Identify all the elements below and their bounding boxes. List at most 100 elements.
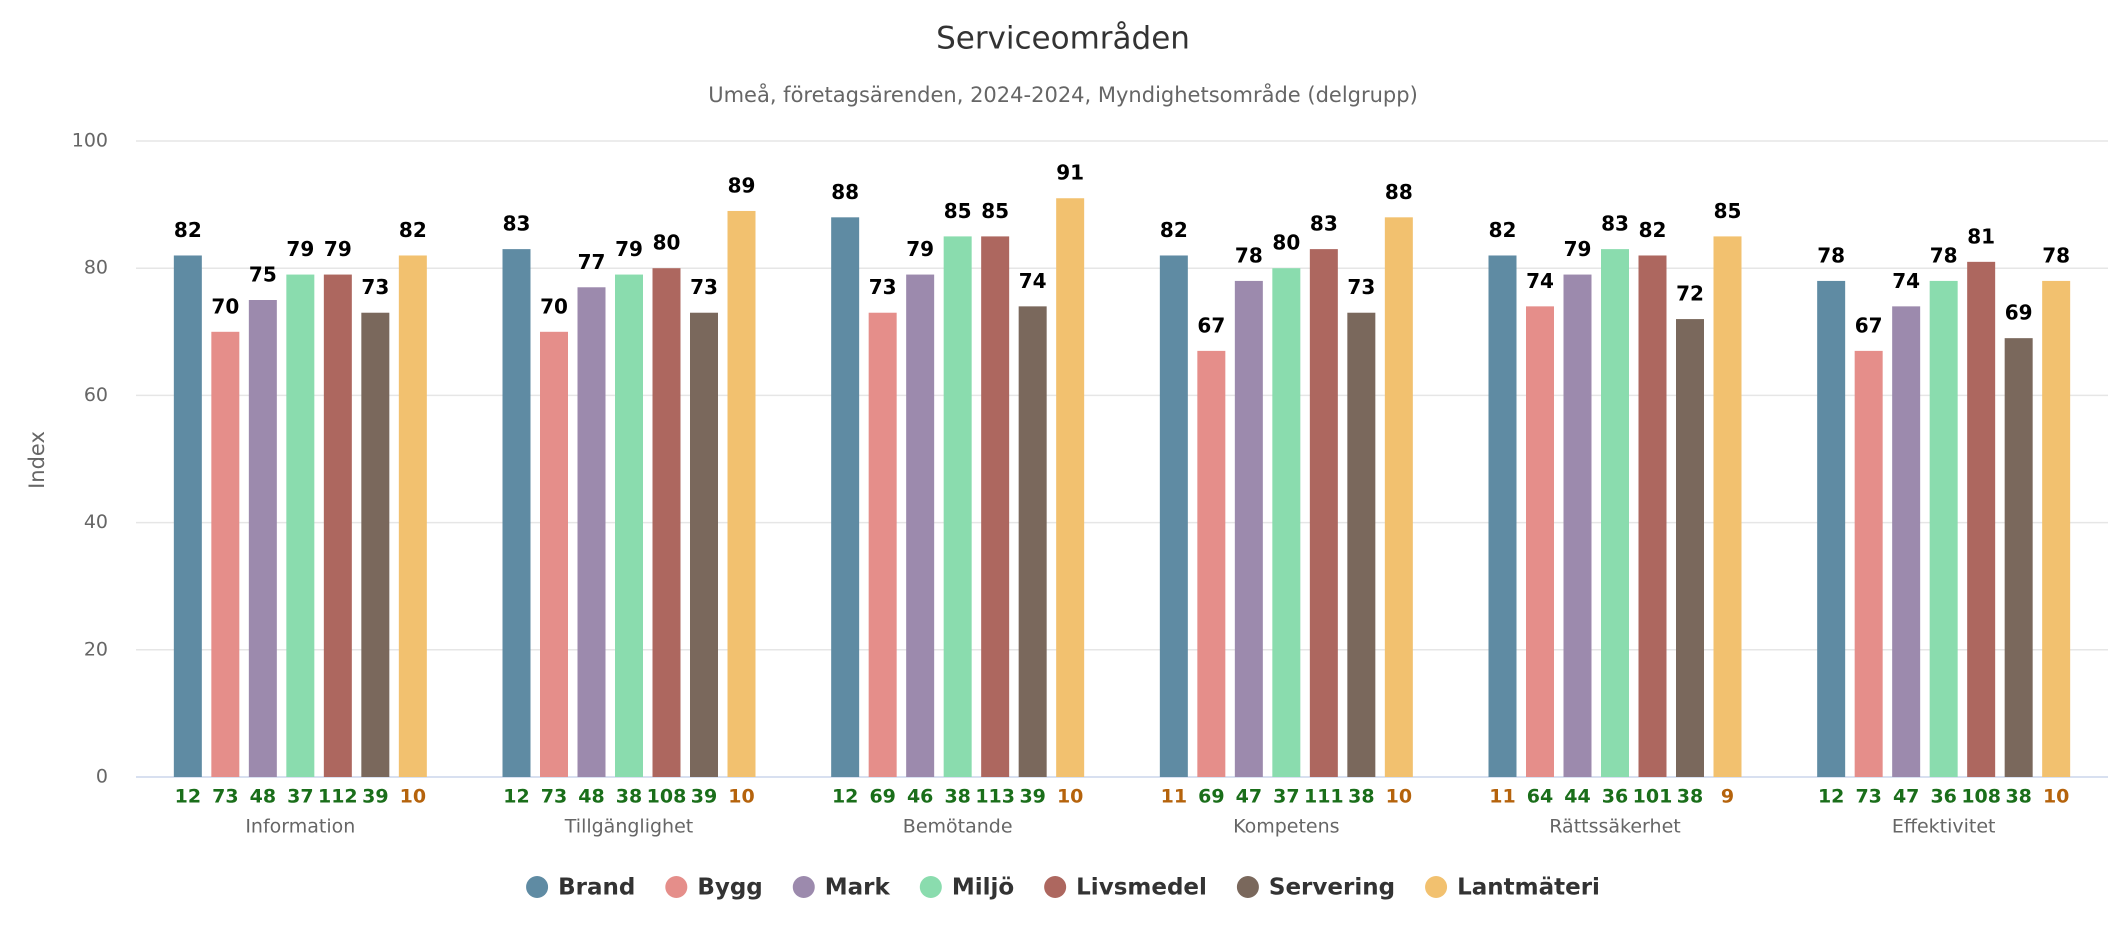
- legend-label: Brand: [558, 875, 635, 901]
- bar: [286, 274, 315, 777]
- data-label: 79: [286, 237, 314, 261]
- data-label: 73: [361, 275, 389, 299]
- count-label: 38: [616, 786, 642, 808]
- x-tick-label: Information: [245, 816, 355, 838]
- bar: [1563, 274, 1592, 777]
- y-tick-label: 100: [72, 130, 108, 152]
- data-label: 74: [1019, 269, 1047, 293]
- data-label: 70: [211, 294, 239, 318]
- bar: [1817, 280, 1846, 777]
- data-label: 73: [1347, 275, 1375, 299]
- count-label: 46: [907, 786, 933, 808]
- count-label: 108: [1961, 786, 2001, 808]
- bar: [1309, 249, 1338, 777]
- data-label: 67: [1197, 313, 1225, 337]
- count-label: 112: [318, 786, 358, 808]
- legend-label: Mark: [825, 875, 891, 901]
- data-label: 78: [2042, 243, 2070, 267]
- data-label: 74: [1526, 269, 1554, 293]
- legend-label: Servering: [1269, 875, 1395, 901]
- legend-marker: [1044, 876, 1067, 898]
- bar: [361, 312, 390, 777]
- bar: [1347, 312, 1376, 777]
- x-tick-label: Tillgänglighet: [564, 816, 693, 838]
- x-tick-label: Rättssäkerhet: [1549, 816, 1680, 838]
- bar: [690, 312, 718, 777]
- y-tick-label: 80: [84, 257, 108, 279]
- legend-label: Lantmäteri: [1457, 875, 1600, 901]
- bar: [868, 312, 897, 777]
- data-label: 82: [1639, 218, 1667, 242]
- data-label: 85: [1714, 199, 1742, 223]
- data-label: 79: [1564, 237, 1592, 261]
- bar: [1929, 280, 1958, 777]
- data-label: 78: [1817, 243, 1845, 267]
- count-label: 73: [212, 786, 238, 808]
- data-label: 83: [1601, 212, 1629, 236]
- data-label: 79: [906, 237, 934, 261]
- data-label: 82: [1489, 218, 1517, 242]
- count-label: 64: [1527, 786, 1553, 808]
- data-label: 73: [690, 275, 718, 299]
- count-label: 69: [869, 786, 895, 808]
- bar: [502, 249, 531, 777]
- count-label: 38: [1348, 786, 1374, 808]
- data-label: 81: [1967, 224, 1995, 248]
- bar: [906, 274, 935, 777]
- count-label: 9: [1721, 786, 1734, 808]
- bar: [577, 287, 606, 777]
- bar: [615, 274, 643, 777]
- bar: [173, 255, 202, 778]
- count-label: 111: [1304, 786, 1344, 808]
- chart-title: Serviceområden: [936, 21, 1190, 57]
- count-label: 10: [400, 786, 426, 808]
- bar: [1272, 268, 1301, 777]
- count-label: 36: [1930, 786, 1956, 808]
- y-tick-label: 20: [84, 638, 108, 660]
- bar: [2004, 338, 2033, 777]
- bar: [1892, 306, 1921, 777]
- data-label: 79: [324, 237, 352, 261]
- bar: [1854, 350, 1883, 777]
- x-tick-label: Kompetens: [1233, 816, 1339, 838]
- data-label: 79: [615, 237, 643, 261]
- data-label: 82: [399, 218, 427, 242]
- bar: [1197, 350, 1226, 777]
- count-label: 48: [578, 786, 604, 808]
- count-label: 12: [1818, 786, 1844, 808]
- count-label: 69: [1198, 786, 1224, 808]
- data-label: 85: [981, 199, 1009, 223]
- y-tick-label: 40: [84, 511, 108, 533]
- count-label: 39: [1019, 786, 1045, 808]
- count-label: 11: [1489, 786, 1515, 808]
- count-label: 10: [2043, 786, 2069, 808]
- data-label: 77: [578, 250, 606, 274]
- data-label: 78: [1930, 243, 1958, 267]
- data-label: 67: [1855, 313, 1883, 337]
- legend-label: Bygg: [697, 875, 762, 901]
- count-label: 11: [1161, 786, 1187, 808]
- data-label: 88: [1385, 180, 1413, 204]
- bar: [1676, 319, 1704, 777]
- legend-marker: [792, 876, 815, 898]
- count-label: 38: [944, 786, 970, 808]
- bar: [652, 268, 681, 777]
- data-label: 72: [1676, 282, 1704, 306]
- bar: [248, 300, 277, 777]
- count-label: 10: [1386, 786, 1412, 808]
- legend-marker: [665, 876, 688, 898]
- count-label: 37: [1273, 786, 1299, 808]
- data-label: 73: [869, 275, 897, 299]
- data-label: 70: [540, 294, 568, 318]
- data-label: 83: [1310, 212, 1338, 236]
- data-label: 88: [831, 180, 859, 204]
- data-label: 78: [1235, 243, 1263, 267]
- data-label: 85: [944, 199, 972, 223]
- bar: [1488, 255, 1517, 778]
- count-label: 48: [250, 786, 276, 808]
- bar: [831, 217, 860, 777]
- bar: [1056, 198, 1085, 778]
- data-label: 80: [653, 231, 681, 255]
- count-label: 10: [1057, 786, 1083, 808]
- count-label: 12: [503, 786, 529, 808]
